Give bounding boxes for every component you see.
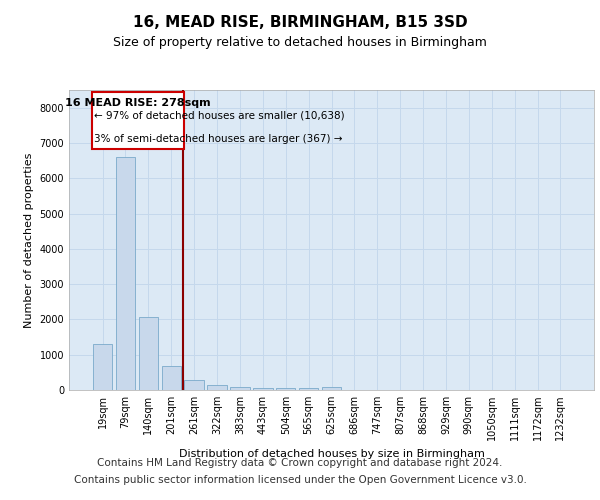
Text: Contains public sector information licensed under the Open Government Licence v3: Contains public sector information licen… — [74, 475, 526, 485]
Bar — [208, 385, 227, 390]
Text: 16, MEAD RISE, BIRMINGHAM, B15 3SD: 16, MEAD RISE, BIRMINGHAM, B15 3SD — [133, 15, 467, 30]
Bar — [116, 157, 135, 390]
Text: 3% of semi-detached houses are larger (367) →: 3% of semi-detached houses are larger (3… — [94, 134, 343, 144]
Bar — [322, 387, 341, 390]
Y-axis label: Number of detached properties: Number of detached properties — [24, 152, 34, 328]
Bar — [299, 388, 319, 390]
Text: Size of property relative to detached houses in Birmingham: Size of property relative to detached ho… — [113, 36, 487, 49]
Bar — [92, 92, 184, 150]
Bar — [253, 388, 272, 390]
Bar — [230, 387, 250, 390]
Text: Contains HM Land Registry data © Crown copyright and database right 2024.: Contains HM Land Registry data © Crown c… — [97, 458, 503, 468]
Bar — [184, 380, 204, 390]
Text: 16 MEAD RISE: 278sqm: 16 MEAD RISE: 278sqm — [65, 98, 211, 108]
Bar — [139, 316, 158, 390]
Bar — [93, 344, 112, 390]
X-axis label: Distribution of detached houses by size in Birmingham: Distribution of detached houses by size … — [179, 448, 484, 458]
Text: ← 97% of detached houses are smaller (10,638): ← 97% of detached houses are smaller (10… — [94, 110, 345, 120]
Bar — [276, 388, 295, 390]
Bar — [161, 366, 181, 390]
